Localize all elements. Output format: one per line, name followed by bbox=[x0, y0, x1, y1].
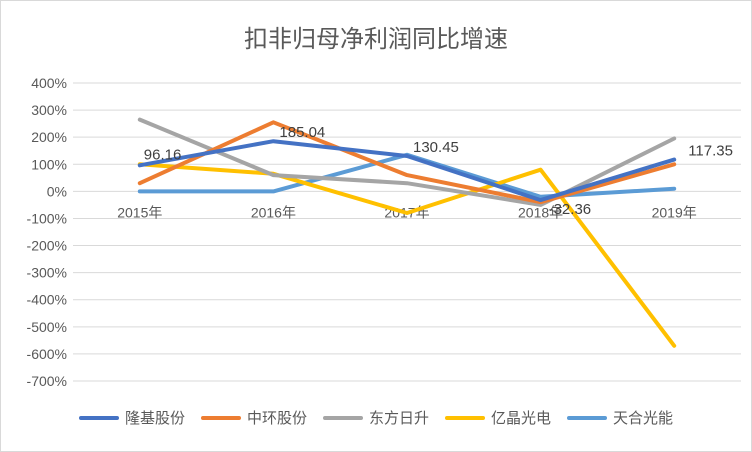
y-tick-label: -100% bbox=[27, 210, 67, 226]
legend-swatch bbox=[200, 415, 241, 420]
y-tick-label: -300% bbox=[27, 265, 67, 281]
x-tick-label: 2016年 bbox=[251, 204, 296, 220]
chart-title: 扣非归母净利润同比增速 bbox=[244, 25, 508, 53]
legend-item: 东方日升 bbox=[322, 407, 429, 428]
chart-legend: 隆基股份 中环股份 东方日升 亿晶光电 天合光能 bbox=[1, 407, 751, 428]
legend-item: 天合光能 bbox=[567, 407, 673, 428]
legend-swatch bbox=[445, 415, 485, 420]
series-line-2 bbox=[137, 120, 677, 205]
legend-item: 中环股份 bbox=[200, 407, 307, 428]
y-tick-label: -500% bbox=[27, 319, 67, 335]
data-label: 185.04 bbox=[279, 124, 325, 141]
y-tick-label: -700% bbox=[27, 373, 67, 389]
legend-label: 中环股份 bbox=[246, 409, 307, 427]
y-tick-label: 100% bbox=[31, 156, 67, 172]
y-tick-label: -600% bbox=[27, 346, 67, 362]
data-label: 130.45 bbox=[413, 139, 459, 156]
y-tick-label: -400% bbox=[27, 292, 67, 308]
data-label: -32.36 bbox=[549, 201, 592, 218]
y-tick-label: 400% bbox=[31, 75, 67, 91]
legend-label: 亿晶光电 bbox=[491, 409, 552, 427]
legend-label: 天合光能 bbox=[613, 409, 674, 427]
x-tick-label: 2015年 bbox=[117, 204, 162, 220]
y-tick-label: 200% bbox=[31, 129, 67, 145]
legend-swatch bbox=[78, 415, 119, 420]
legend-swatch bbox=[567, 415, 608, 420]
y-tick-label: -200% bbox=[27, 238, 67, 254]
legend-label: 隆基股份 bbox=[124, 409, 185, 427]
y-tick-label: 300% bbox=[31, 102, 67, 118]
series-line-4 bbox=[137, 162, 677, 348]
data-label: 117.35 bbox=[688, 143, 733, 160]
x-tick-label: 2019年 bbox=[652, 204, 697, 220]
series-line-1 bbox=[137, 139, 677, 203]
legend-item: 亿晶光电 bbox=[445, 407, 551, 428]
legend-swatch bbox=[322, 415, 363, 420]
series-line-3 bbox=[137, 117, 677, 207]
data-label: 96.16 bbox=[144, 146, 182, 163]
legend-label: 东方日升 bbox=[368, 409, 429, 427]
legend-item: 隆基股份 bbox=[78, 407, 185, 428]
x-tick-label: 2018年 bbox=[518, 204, 563, 220]
y-tick-label: 0% bbox=[47, 183, 67, 199]
